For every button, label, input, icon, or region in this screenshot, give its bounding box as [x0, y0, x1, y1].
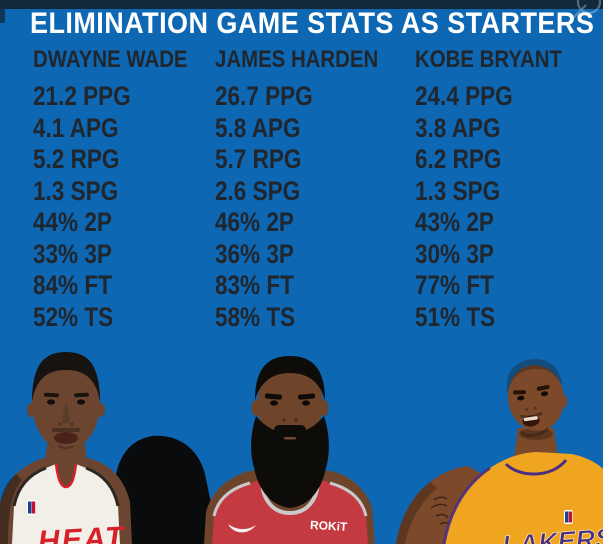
heat-wordmark: HEAT	[37, 521, 127, 544]
stat-line: 51% TS	[415, 301, 496, 332]
wade-jersey	[12, 464, 120, 544]
player-name: DWAYNE WADE	[33, 46, 188, 73]
wade-hair	[32, 352, 100, 402]
stat-line: 5.7 RPG	[215, 144, 302, 174]
photo-james-harden: ROKiT	[204, 356, 375, 544]
harden-hair	[255, 356, 325, 400]
stat-line: 26.7 PPG	[215, 81, 313, 111]
kobe-head	[506, 358, 568, 438]
stat-line: 33% 3P	[33, 238, 112, 269]
stat-line: 83% FT	[215, 270, 294, 300]
player-column-kobe: KOBE BRYANT 24.4 PPG 3.8 APG 6.2 RPG 1.3…	[415, 47, 602, 333]
stat-line: 24.4 PPG	[415, 81, 513, 111]
player-column-wade: DWAYNE WADE 21.2 PPG 4.1 APG 5.2 RPG 1.3…	[33, 47, 220, 333]
stat-line: 43% 2P	[415, 207, 494, 237]
stat-line: 58% TS	[215, 301, 296, 332]
stat-line: 21.2 PPG	[33, 81, 131, 111]
expand-arrow-icon[interactable]	[559, 0, 601, 26]
edge-artifact	[0, 9, 5, 23]
kobe-tattoo	[430, 496, 451, 526]
nba-logo-icon	[564, 510, 573, 524]
stat-line: 30% 3P	[415, 238, 494, 269]
stat-line: 44% 2P	[33, 207, 112, 237]
stat-line: 6.2 RPG	[415, 144, 502, 174]
player-column-harden: JAMES HARDEN 26.7 PPG 5.8 APG 5.7 RPG 2.…	[215, 47, 402, 333]
nba-logo-icon	[27, 500, 36, 515]
background-shadow-figure	[114, 435, 214, 544]
photo-kobe-bryant: LAKERS	[396, 358, 603, 544]
page-title: ELIMINATION GAME STATS AS STARTERS	[30, 7, 595, 40]
stat-line: 36% 3P	[215, 238, 294, 269]
top-bar	[0, 0, 603, 9]
stat-line: 84% FT	[33, 270, 112, 300]
harden-beard	[251, 416, 329, 508]
stat-line: 77% FT	[415, 270, 494, 300]
players-photo-strip: HEAT LAKERS	[0, 352, 603, 544]
nike-swoosh-icon	[228, 524, 256, 533]
stat-line: 2.6 SPG	[215, 175, 301, 206]
stat-line: 52% TS	[33, 301, 114, 332]
stat-line: 4.1 APG	[33, 112, 119, 143]
player-name: KOBE BRYANT	[415, 46, 562, 73]
stat-line: 5.8 APG	[215, 112, 301, 143]
stat-line: 46% 2P	[215, 207, 294, 237]
player-name: JAMES HARDEN	[215, 46, 379, 73]
stat-line: 5.2 RPG	[33, 144, 120, 174]
stat-line: 3.8 APG	[415, 112, 501, 143]
stat-line: 1.3 SPG	[33, 175, 119, 206]
photo-dwyane-wade: HEAT	[0, 352, 132, 544]
stat-line: 1.3 SPG	[415, 175, 501, 206]
kobe-jersey	[444, 452, 603, 544]
rokit-wordmark: ROKiT	[310, 518, 349, 534]
